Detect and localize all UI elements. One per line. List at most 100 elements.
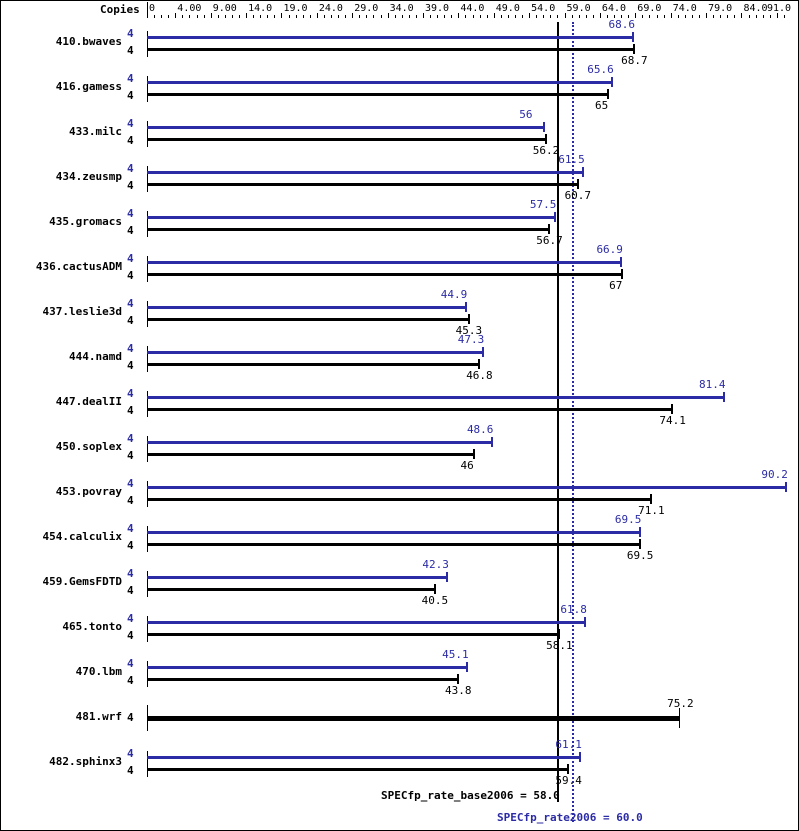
base-value-label: 56.2	[532, 144, 560, 157]
peak-value-label: 69.5	[614, 513, 642, 526]
axis-tick	[246, 13, 247, 18]
base-value-label: 45.3	[455, 324, 483, 337]
axis-tick	[409, 15, 410, 18]
benchmark-label: 454.calculix	[42, 530, 122, 543]
axis-tick	[303, 15, 304, 18]
peak-bar-end	[482, 347, 484, 357]
row-bracket	[147, 76, 148, 102]
base-bar	[147, 363, 479, 366]
base-bar-end	[545, 134, 547, 144]
peak-bar	[147, 306, 465, 309]
axis-tick	[338, 15, 339, 18]
benchmark-label: 447.dealII	[55, 395, 122, 408]
axis-tick	[175, 13, 176, 18]
copies-peak: 4	[127, 252, 134, 265]
benchmark-label: 416.gamess	[55, 80, 122, 93]
benchmark-label: 435.gromacs	[49, 215, 122, 228]
axis-tick	[437, 15, 438, 18]
peak-bar	[147, 261, 621, 264]
row-bracket	[147, 31, 148, 57]
copies-base: 4	[127, 494, 134, 507]
axis-tick	[600, 13, 601, 18]
axis-tick-label: 74.0	[672, 3, 697, 14]
benchmark-label: 433.milc	[69, 125, 122, 138]
axis-tick	[239, 15, 240, 18]
benchmark-label: 434.zeusmp	[55, 170, 122, 183]
peak-bar-end	[620, 257, 622, 267]
base-value-label: 60.7	[564, 189, 592, 202]
copies-base: 4	[127, 224, 134, 237]
copies-base: 4	[127, 404, 134, 417]
base-bar	[147, 498, 651, 501]
axis-tick	[699, 15, 700, 18]
axis-tick	[189, 15, 190, 18]
axis-tick-label: 91.0	[767, 3, 792, 14]
axis-tick	[253, 15, 254, 18]
axis-tick	[720, 15, 721, 18]
copies-peak: 4	[127, 612, 134, 625]
copies-base: 4	[127, 449, 134, 462]
peak-value-label: 56	[519, 108, 533, 121]
peak-bar-end	[639, 527, 641, 537]
axis-tick	[621, 15, 622, 18]
axis-tick	[550, 15, 551, 18]
axis-tick	[593, 15, 594, 18]
axis-tick-label: 84.0	[743, 3, 768, 14]
base-bar-end	[621, 269, 623, 279]
copies-peak: 4	[127, 162, 134, 175]
copies-peak: 4	[127, 387, 134, 400]
peak-bar-end	[491, 437, 493, 447]
base-bar-end	[633, 44, 635, 54]
axis-tick-label: 29.0	[354, 3, 379, 14]
copies-base: 4	[127, 674, 134, 687]
axis-tick	[685, 15, 686, 18]
axis-tick	[536, 15, 537, 18]
base-value-label: 74.1	[659, 414, 686, 427]
axis-tick	[444, 15, 445, 18]
peak-value-label: 61.8	[560, 603, 587, 616]
copies-peak: 4	[127, 72, 134, 85]
row-bracket	[147, 661, 148, 687]
axis-tick	[147, 15, 148, 18]
base-bar-end	[567, 764, 569, 774]
base-bar-end	[607, 89, 609, 99]
axis-tick	[557, 15, 558, 18]
base-bar-end	[478, 359, 480, 369]
axis-tick	[317, 13, 318, 18]
benchmark-label: 453.povray	[55, 485, 122, 498]
peak-value-label: 57.5	[529, 198, 557, 211]
axis-tick	[381, 15, 382, 18]
peak-bar-end	[543, 122, 545, 132]
base-bar-end	[671, 404, 673, 414]
peak-value-label: 68.6	[608, 18, 635, 31]
axis-tick	[260, 15, 261, 18]
base-bar	[147, 48, 634, 51]
base-bar-end	[548, 224, 550, 234]
base-bar-end	[473, 449, 475, 459]
peak-bar	[147, 396, 724, 399]
peak-bar-end	[579, 752, 581, 762]
base-reference-line	[557, 22, 559, 802]
axis-tick	[373, 15, 374, 18]
benchmark-label: 482.sphinx3	[49, 755, 122, 768]
benchmark-label: 459.GemsFDTD	[42, 575, 122, 588]
axis-tick-label: 24.0	[318, 3, 343, 14]
benchmark-label: 444.namd	[69, 350, 122, 363]
peak-bar-end	[785, 482, 787, 492]
base-value-label: 69.5	[626, 549, 654, 562]
axis-tick	[296, 15, 297, 18]
axis-tick	[763, 15, 764, 18]
base-bar-end	[650, 494, 652, 504]
axis-tick	[649, 15, 650, 18]
peak-value-label: 81.4	[699, 378, 726, 391]
peak-bar	[147, 756, 580, 759]
copies-base: 4	[127, 711, 134, 724]
axis-tick	[671, 13, 672, 18]
axis-tick-label: 0	[149, 3, 156, 14]
row-bracket	[147, 751, 148, 777]
copies-base: 4	[127, 764, 134, 777]
base-value-label: 43.8	[444, 684, 472, 697]
axis-tick	[465, 15, 466, 18]
axis-tick	[232, 15, 233, 18]
row-bracket	[147, 346, 148, 372]
